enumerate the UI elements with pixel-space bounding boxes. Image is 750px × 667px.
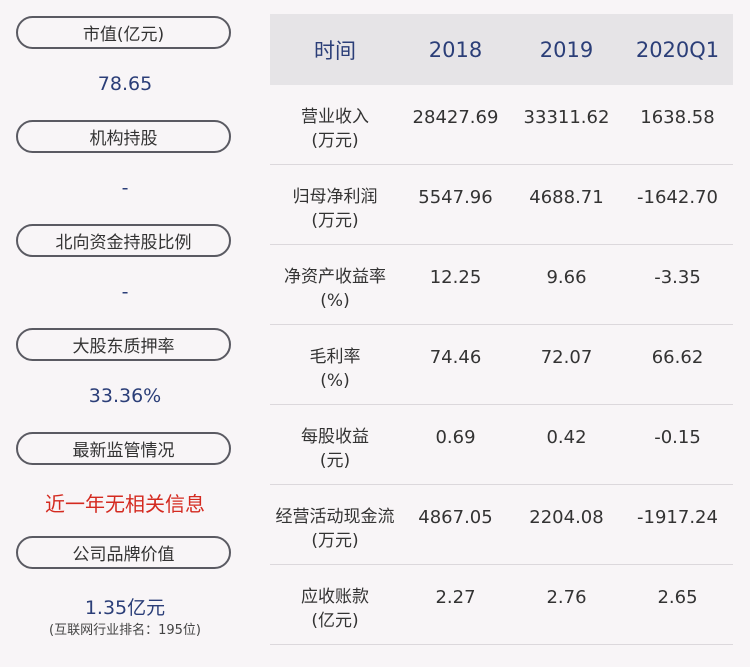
- row-label: 净资产收益率 (%): [284, 267, 386, 311]
- regulatory-status-label: 最新监管情况: [16, 432, 231, 465]
- table-header: 时间 2018 2019 2020Q1: [270, 14, 733, 85]
- table-row: 经营活动现金流 (万元) 4867.05 2204.08 -1917.24: [270, 485, 733, 565]
- table-cell: -1642.70: [637, 187, 718, 208]
- table-cell: 4688.71: [529, 187, 604, 208]
- table-cell: 2.65: [657, 587, 698, 608]
- table-cell: 4867.05: [418, 507, 493, 528]
- market-cap-label: 市值(亿元): [16, 16, 231, 49]
- brand-value-label: 公司品牌价值: [16, 536, 231, 569]
- financial-table: 时间 2018 2019 2020Q1 营业收入 (万元) 28427.69 33…: [270, 14, 733, 645]
- market-cap-value: 78.65: [97, 73, 153, 95]
- header-time: 时间: [314, 38, 356, 63]
- header-2018: 2018: [428, 37, 483, 62]
- table-cell: 2.76: [546, 587, 587, 608]
- table-cell: 5547.96: [418, 187, 493, 208]
- table-cell: 66.62: [651, 347, 704, 368]
- table-row: 归母净利润 (万元) 5547.96 4688.71 -1642.70: [270, 165, 733, 245]
- table-cell: 0.42: [546, 427, 587, 448]
- header-2020q1: 2020Q1: [635, 37, 720, 62]
- pledge-ratio-value: 33.36%: [88, 385, 162, 407]
- row-label: 经营活动现金流 (万元): [275, 507, 395, 551]
- table-cell: 9.66: [546, 267, 587, 288]
- table-cell: 74.46: [429, 347, 482, 368]
- northbound-holding-value: -: [121, 281, 129, 303]
- left-panel: 市值(亿元) 78.65 机构持股 - 北向资金持股比例 - 大股东质押率 33…: [0, 0, 250, 667]
- table-cell: 12.25: [429, 267, 482, 288]
- brand-value-value: 1.35亿元: [84, 597, 166, 619]
- table-cell: -3.35: [654, 267, 701, 288]
- header-2019: 2019: [539, 37, 594, 62]
- table-cell: -0.15: [654, 427, 701, 448]
- table-cell: 0.69: [435, 427, 476, 448]
- table-cell: 28427.69: [412, 107, 499, 128]
- table-row: 营业收入 (万元) 28427.69 33311.62 1638.58: [270, 85, 733, 165]
- table-row: 每股收益 (元) 0.69 0.42 -0.15: [270, 405, 733, 485]
- table-cell: 2.27: [435, 587, 476, 608]
- northbound-holding-label: 北向资金持股比例: [16, 224, 231, 257]
- institutional-holding-value: -: [121, 177, 129, 199]
- table-row: 应收账款 (亿元) 2.27 2.76 2.65: [270, 565, 733, 645]
- pledge-ratio-label: 大股东质押率: [16, 328, 231, 361]
- row-label: 每股收益 (元): [301, 427, 369, 471]
- regulatory-status-value: 近一年无相关信息: [45, 492, 205, 516]
- table-row: 毛利率 (%) 74.46 72.07 66.62: [270, 325, 733, 405]
- row-label: 营业收入 (万元): [301, 107, 369, 151]
- row-label: 归母净利润 (万元): [292, 187, 378, 231]
- table-cell: 2204.08: [529, 507, 604, 528]
- table-row: 净资产收益率 (%) 12.25 9.66 -3.35: [270, 245, 733, 325]
- table-cell: 72.07: [540, 347, 593, 368]
- row-label: 毛利率 (%): [309, 347, 361, 391]
- table-cell: 1638.58: [640, 107, 715, 128]
- table-cell: 33311.62: [523, 107, 610, 128]
- row-label: 应收账款 (亿元): [301, 587, 369, 631]
- table-cell: -1917.24: [637, 507, 718, 528]
- brand-value-rank: (互联网行业排名：195位): [49, 623, 201, 638]
- institutional-holding-label: 机构持股: [16, 120, 231, 153]
